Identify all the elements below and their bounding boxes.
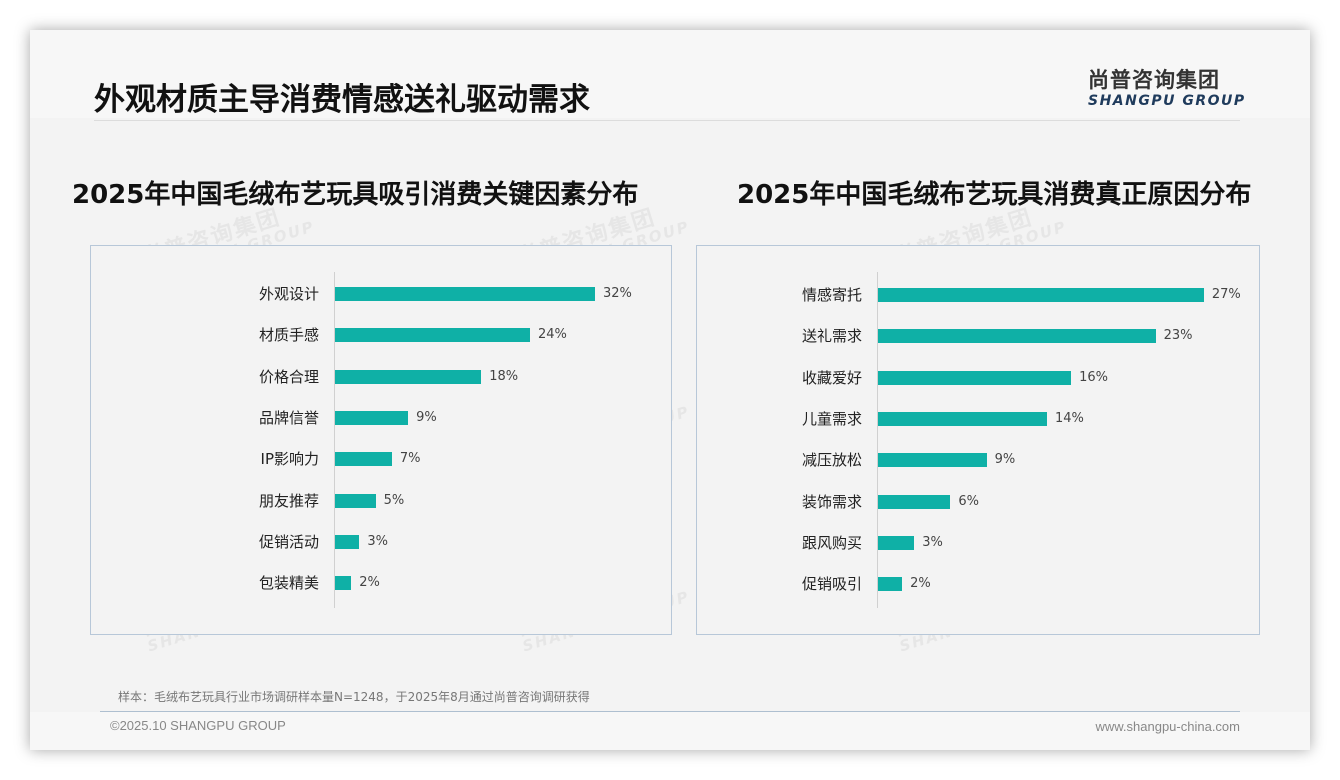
bar: [878, 370, 1072, 385]
title-divider: [94, 120, 1240, 121]
bar: [335, 576, 352, 591]
website-link[interactable]: www.shangpu-china.com: [1095, 719, 1240, 734]
bar: [878, 411, 1047, 426]
chart-panel-right: 情感寄托 27% 送礼需求 23% 收藏爱好 16% 儿童需求 14% 减压放松 9% 装饰需求 6%…: [696, 245, 1260, 635]
page-title: 外观材质主导消费情感送礼驱动需求: [94, 82, 590, 118]
category-label: 促销活动: [258, 532, 319, 551]
category-label: 品牌信誉: [258, 408, 319, 427]
value-label: 5%: [383, 492, 405, 508]
bar: [878, 577, 903, 592]
y-axis-left: [334, 272, 335, 608]
bar: [335, 328, 530, 343]
bar: [878, 453, 987, 468]
value-label: 3%: [922, 534, 943, 550]
logo: 尚普咨询集团 SHANGPU GROUP: [1088, 64, 1246, 109]
value-label: 2%: [359, 575, 380, 591]
value-label: 32%: [603, 286, 632, 301]
logo-cn: 尚普咨询集团: [1088, 68, 1220, 92]
bar: [878, 288, 1204, 302]
value-label: 3%: [367, 533, 388, 549]
bar: [335, 287, 595, 301]
chart-title-left: 2025年中国毛绒布艺玩具吸引消费关键因素分布: [72, 180, 639, 210]
bar: [335, 493, 376, 508]
category-label: 外观设计: [258, 285, 319, 303]
category-label: 朋友推荐: [258, 491, 319, 510]
value-label: 14%: [1054, 410, 1084, 426]
bar: [335, 534, 360, 549]
chart-panel-left: 外观设计 32% 材质手感 24% 价格合理 18% 品牌信誉 9% IP影响力 7% 朋友推荐 5%…: [90, 245, 672, 635]
footer-band: [30, 712, 1310, 750]
bar: [335, 410, 409, 425]
category-label: 价格合理: [258, 367, 319, 386]
value-label: 9%: [416, 409, 437, 425]
category-label: 包装精美: [258, 574, 319, 593]
value-label: 9%: [994, 452, 1016, 468]
category-label: 儿童需求: [801, 409, 862, 428]
bar: [878, 329, 1156, 344]
category-label: 装饰需求: [801, 492, 862, 511]
value-label: 2%: [910, 576, 931, 592]
header-band: [30, 30, 1310, 118]
category-label: 情感寄托: [801, 286, 862, 304]
bar: [335, 452, 392, 467]
value-label: 7%: [399, 451, 421, 467]
logo-en: SHANGPU GROUP: [1088, 93, 1246, 109]
value-label: 6%: [958, 493, 980, 509]
category-label: 减压放松: [801, 451, 862, 470]
footer-divider: [100, 711, 1240, 712]
slide: 外观材质主导消费情感送礼驱动需求 尚普咨询集团 SHANGPU GROUP 尚普…: [30, 30, 1310, 750]
value-label: 16%: [1079, 369, 1109, 385]
copyright: ©2025.10 SHANGPU GROUP: [110, 718, 286, 733]
chart-title-right: 2025年中国毛绒布艺玩具消费真正原因分布: [737, 180, 1252, 210]
value-label: 27%: [1211, 287, 1241, 302]
category-label: 促销吸引: [801, 575, 862, 594]
value-label: 24%: [538, 327, 567, 343]
y-axis-right: [877, 272, 878, 608]
bar: [335, 369, 482, 384]
value-label: 18%: [489, 368, 519, 384]
category-label: 材质手感: [258, 326, 319, 345]
category-label: 收藏爱好: [801, 368, 862, 387]
category-label: 送礼需求: [801, 327, 862, 346]
category-label: IP影响力: [260, 450, 319, 469]
bar: [878, 535, 915, 550]
category-label: 跟风购买: [801, 533, 862, 552]
sample-note: 样本：毛绒布艺玩具行业市场调研样本量N=1248，于2025年8月通过尚普咨询调…: [118, 690, 590, 704]
bar: [878, 494, 951, 509]
value-label: 23%: [1163, 328, 1193, 344]
